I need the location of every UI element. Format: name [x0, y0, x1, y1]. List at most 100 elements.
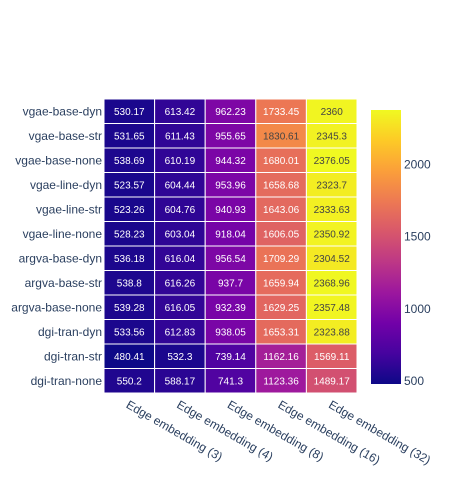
cell-value-label: 918.04: [215, 229, 246, 240]
heatmap-cell: [255, 147, 307, 173]
cell-value-label: 611.43: [165, 131, 195, 142]
cell-value-label: 531.65: [114, 131, 145, 142]
cell-value-label: 604.44: [165, 180, 196, 191]
cell-value-label: 1709.29: [263, 254, 300, 265]
cell-value-label: 1569.11: [314, 352, 350, 363]
heatmap-cell: [255, 368, 307, 394]
cell-value-label: 1733.45: [263, 107, 300, 118]
cell-value-label: 1658.68: [263, 180, 300, 191]
heatmap-cell: [103, 368, 156, 394]
y-tick-label: dgi-tran-none: [31, 374, 103, 388]
x-tick-label: Edge embedding (3): [124, 397, 225, 463]
cell-value-label: 1653.31: [263, 327, 300, 338]
heatmap-cell: [305, 221, 358, 247]
cell-value-label: 2376.05: [314, 156, 351, 167]
cell-value-label: 550.2: [117, 376, 142, 387]
cell-value-label: 538.8: [117, 278, 142, 289]
y-tick-label: vgae-line-none: [23, 227, 103, 241]
cell-value-label: 938.05: [215, 327, 246, 338]
cell-value-label: 532.3: [167, 352, 192, 363]
cell-value-label: 962.23: [215, 107, 246, 118]
cell-value-label: 610.19: [165, 156, 196, 167]
cell-value-label: 1659.94: [263, 278, 300, 289]
y-tick-label: vgae-line-str: [36, 202, 102, 216]
cell-value-label: 2304.52: [314, 254, 351, 265]
heatmap-cell: [103, 172, 156, 198]
y-axis-tick-labels: vgae-base-dyn vgae-base-str vgae-base-none…: [11, 104, 102, 388]
cell-value-label: 616.04: [165, 254, 196, 265]
heatmap-cell: [255, 343, 307, 369]
heatmap-cell: [204, 343, 257, 369]
heatmap-cell: [154, 294, 206, 320]
cell-value-label: 2323.88: [314, 327, 351, 338]
heatmap-cell: [305, 172, 358, 198]
cell-value-label: 1680.01: [263, 156, 300, 167]
cell-value-label: 588.17: [165, 376, 196, 387]
cell-value-label: 616.26: [165, 278, 196, 289]
cell-value-label: 956.54: [215, 254, 246, 265]
cell-value-label: 937.7: [218, 278, 243, 289]
cell-value-label: 932.39: [215, 303, 246, 314]
heatmap-cell: [154, 270, 206, 296]
cell-value-label: 2333.63: [314, 205, 351, 216]
heatmap-cell: [103, 319, 156, 345]
heatmap-cell: [305, 368, 358, 394]
heatmap-cell: [255, 319, 307, 345]
cell-value-label: 603.04: [165, 229, 196, 240]
cell-value-label: 533.56: [114, 327, 145, 338]
cell-value-label: 2368.96: [314, 278, 351, 289]
heatmap-cells: 530.17 613.42 962.23 1733.45 2360 531.65 611.4…: [103, 98, 358, 394]
cell-value-label: 604.76: [165, 205, 196, 216]
x-axis-tick-labels: Edge embedding (3)Edge embedding (4)Edge…: [124, 397, 433, 467]
y-tick-label: argva-base-dyn: [19, 251, 102, 265]
cell-value-label: 1123.36: [263, 376, 299, 387]
heatmap-cell: [103, 270, 156, 296]
heatmap-cell: [103, 245, 156, 271]
cell-value-label: 523.26: [114, 205, 145, 216]
heatmap-cell: [305, 343, 358, 369]
cell-value-label: 1830.61: [263, 131, 300, 142]
cell-value-label: 616.05: [165, 303, 196, 314]
heatmap-cell: [305, 294, 358, 320]
cell-value-label: 739.14: [215, 352, 246, 363]
colorbar-gradient: [371, 110, 401, 384]
cell-value-label: 940.93: [215, 205, 246, 216]
heatmap-cell: [305, 123, 358, 149]
cell-value-label: 741.3: [218, 376, 243, 387]
colorbar-tick-label: 1500: [404, 230, 431, 244]
cell-value-label: 2350.92: [314, 229, 351, 240]
cell-value-label: 536.18: [114, 254, 145, 265]
cell-value-label: 944.32: [215, 156, 246, 167]
y-tick-label: vgae-base-str: [29, 129, 102, 143]
cell-value-label: 1162.16: [263, 352, 299, 363]
cell-value-label: 528.23: [114, 229, 145, 240]
y-tick-label: vgae-base-dyn: [23, 104, 102, 118]
heatmap-cell: [103, 123, 156, 149]
heatmap-cell: [154, 172, 206, 198]
heatmap-cell: [204, 319, 257, 345]
heatmap-cell: [154, 147, 206, 173]
heatmap-cell: [154, 368, 206, 394]
y-tick-label: vgae-line-dyn: [30, 178, 102, 192]
cell-value-label: 530.17: [114, 107, 145, 118]
heatmap-cell: [103, 98, 156, 124]
colorbar-tick-label: 1000: [404, 302, 431, 316]
colorbar: 500 1000 1500 2000: [371, 110, 431, 388]
cell-value-label: 523.57: [114, 180, 145, 191]
heatmap-cell: [204, 196, 257, 222]
cell-value-label: 538.69: [114, 156, 145, 167]
cell-value-label: 2345.3: [316, 131, 347, 142]
heatmap-cell: [154, 221, 206, 247]
cell-value-label: 480.41: [114, 352, 145, 363]
heatmap-cell: [255, 172, 307, 198]
colorbar-tick-label: 2000: [404, 157, 431, 171]
cell-value-label: 2360: [321, 107, 344, 118]
heatmap-cell: [103, 196, 156, 222]
cell-value-label: 2357.48: [314, 303, 351, 314]
y-tick-label: dgi-tran-str: [44, 349, 102, 363]
heatmap-cell: [154, 319, 206, 345]
y-tick-label: dgi-tran-dyn: [38, 325, 102, 339]
heatmap-cell: [154, 98, 206, 124]
